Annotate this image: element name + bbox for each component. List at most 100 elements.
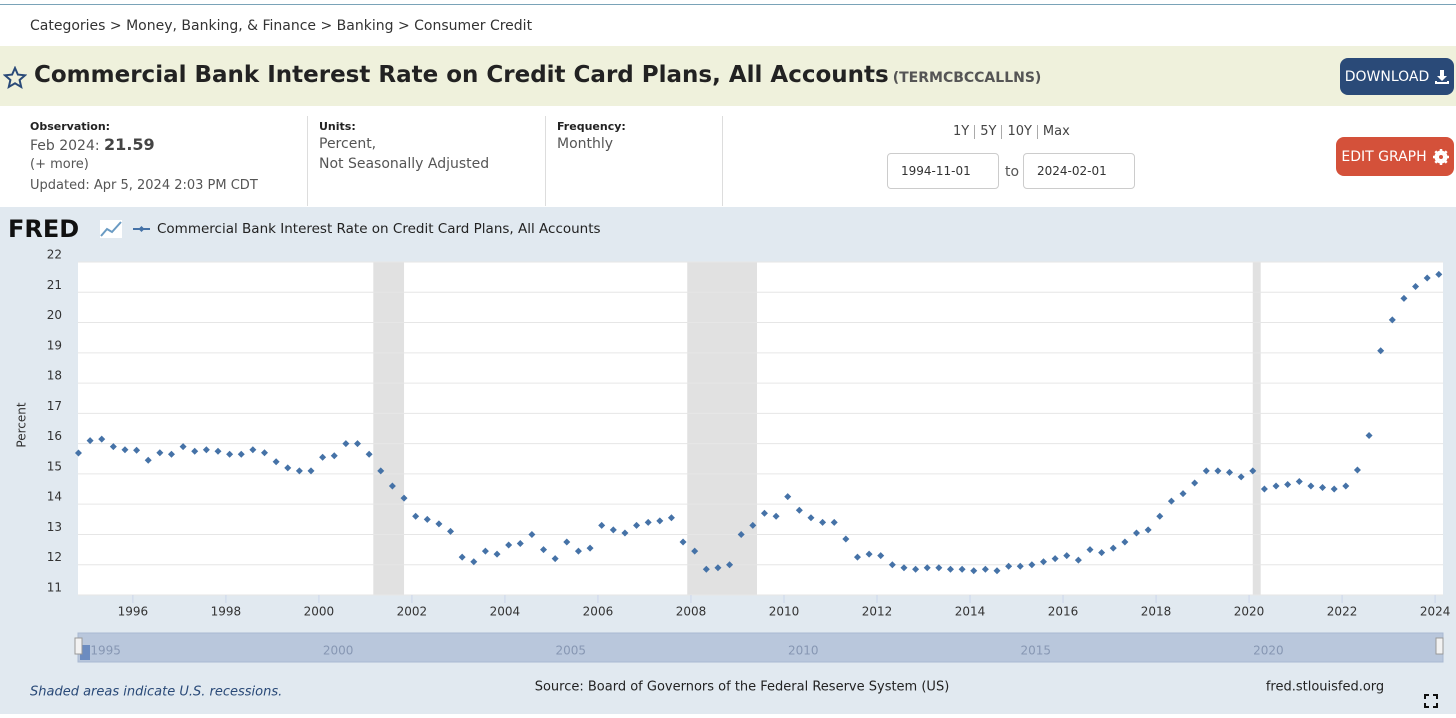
data-point (702, 565, 710, 573)
data-point (807, 514, 815, 522)
recession-note: Shaded areas indicate U.S. recessions. (30, 685, 282, 700)
data-point (214, 447, 222, 455)
data-point (830, 518, 838, 526)
breadcrumb[interactable]: Categories > Money, Banking, & Finance >… (30, 18, 533, 34)
data-point (365, 450, 373, 458)
y-tick-label: 19 (47, 338, 62, 352)
data-point (388, 482, 396, 490)
data-point (865, 550, 873, 558)
separator (307, 116, 308, 206)
y-tick-label: 18 (47, 369, 62, 383)
data-point (272, 458, 280, 466)
legend-label[interactable]: Commercial Bank Interest Rate on Credit … (157, 221, 601, 237)
data-point (749, 521, 757, 529)
navigator-label: 2020 (1253, 644, 1284, 658)
x-tick-label: 2006 (583, 605, 614, 619)
more-link[interactable]: (+ more) (30, 157, 89, 172)
data-point (563, 538, 571, 546)
chart-panel: FRED Commercial Bank Interest Rate on Cr… (0, 207, 1456, 714)
range[interactable]: Max (1036, 125, 1075, 139)
data-point (481, 547, 489, 555)
y-tick-label: 15 (47, 459, 62, 473)
range[interactable]: 1Y (953, 124, 970, 139)
range[interactable]: 5Y (974, 125, 1001, 139)
data-point (621, 529, 629, 537)
data-point (516, 540, 524, 548)
series-id: (TERMCBCCALLNS) (892, 70, 1042, 86)
site[interactable]: fred.stlouisfed.org (1266, 680, 1384, 695)
units-label: Units: (319, 120, 356, 133)
data-point (574, 547, 582, 555)
data-point (993, 567, 1001, 575)
recession-band (687, 262, 758, 595)
y-tick-label: 11 (47, 581, 62, 595)
units: Percent, Not Seasonally Adjusted (319, 134, 489, 174)
download-icon (1435, 69, 1450, 84)
plot-area (78, 262, 1443, 595)
data-point (551, 555, 559, 563)
data-point (1214, 467, 1222, 475)
x-tick-label: 2018 (1141, 605, 1172, 619)
separator (722, 116, 723, 206)
data-point (458, 553, 466, 561)
data-point (1330, 485, 1338, 493)
data-point (1226, 468, 1234, 476)
data-point (633, 521, 641, 529)
data-point (330, 452, 338, 460)
fullscreen-icon[interactable] (1424, 694, 1438, 708)
data-point (202, 446, 210, 454)
data-point (1249, 467, 1257, 475)
data-point (493, 550, 501, 558)
range[interactable]: 10Y (1001, 125, 1036, 139)
navigator (77, 632, 1444, 663)
data-point (946, 565, 954, 573)
download-button[interactable]: DOWNLOAD (1340, 58, 1454, 95)
data-point (1284, 481, 1292, 489)
end-date[interactable]: 2024-02-01 (1023, 153, 1135, 189)
data-point (237, 450, 245, 458)
x-tick-label: 2008 (676, 605, 707, 619)
y-tick-label: 12 (47, 550, 62, 564)
data-point (819, 518, 827, 526)
data-point (912, 565, 920, 573)
observation-value: 21.59 (104, 135, 155, 154)
navigator-label: 2015 (1021, 644, 1052, 658)
title-text: Commercial Bank Interest Rate on Credit … (34, 62, 889, 88)
updated: Updated: Apr 5, 2024 2:03 PM CDT (30, 178, 258, 193)
data-point (74, 449, 82, 457)
data-point (319, 453, 327, 461)
top-border (0, 4, 1456, 5)
data-point (1272, 482, 1280, 490)
data-point (156, 449, 164, 457)
data-point (295, 467, 303, 475)
range-links: 1Y 5Y 10Y Max (948, 125, 1075, 139)
data-point (1400, 294, 1408, 302)
data-point (679, 538, 687, 546)
data-point (354, 440, 362, 448)
observation-label: Observation: (30, 120, 111, 133)
data-point (691, 547, 699, 555)
frequency: Monthly (557, 136, 614, 152)
y-tick-label: 16 (47, 429, 62, 443)
data-point (877, 552, 885, 560)
data-point (1167, 497, 1175, 505)
data-point (1319, 484, 1327, 492)
logo-icon (100, 220, 122, 238)
x-tick-label: 2016 (1048, 605, 1079, 619)
data-point (400, 494, 408, 502)
x-tick-label: 2020 (1234, 605, 1265, 619)
observation-date: Feb 2024: (30, 138, 100, 154)
data-point (1016, 562, 1024, 570)
edit-graph-button[interactable]: EDIT GRAPH (1336, 137, 1454, 176)
y-tick-label: 21 (47, 278, 62, 292)
x-tick-label: 1996 (118, 605, 149, 619)
data-point (528, 530, 536, 538)
favorite-star[interactable] (3, 66, 27, 90)
x-tick-label: 2004 (490, 605, 521, 619)
data-point (412, 512, 420, 520)
start-date[interactable]: 1994-11-01 (887, 153, 999, 189)
x-tick-label: 2012 (862, 605, 893, 619)
data-point (1307, 482, 1315, 490)
data-point (191, 447, 199, 455)
data-point (1377, 347, 1385, 355)
